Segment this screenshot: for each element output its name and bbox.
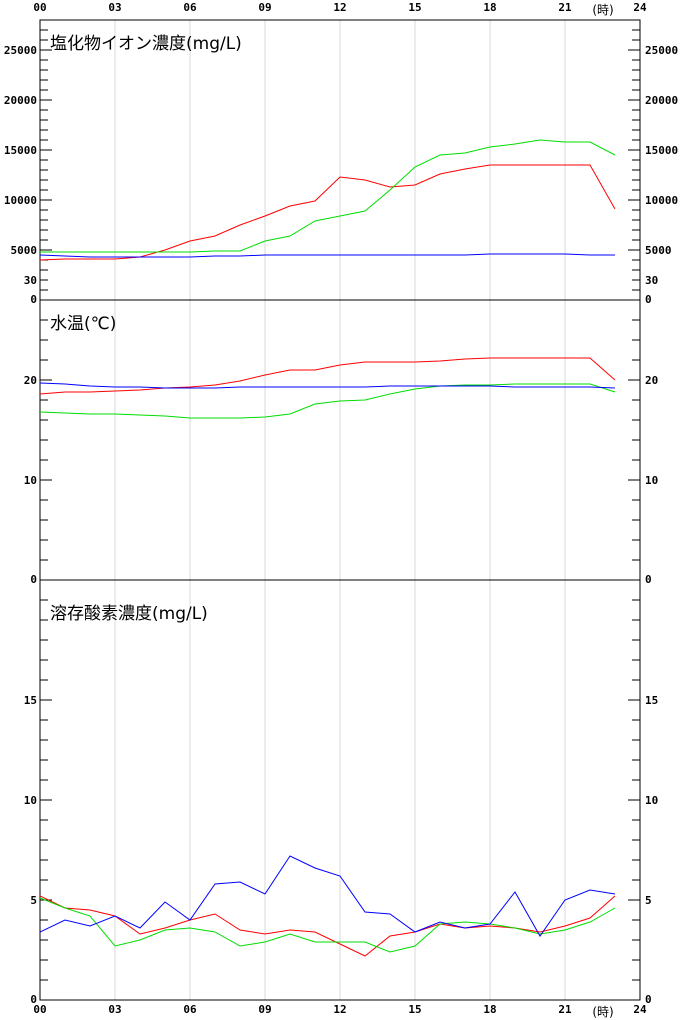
x-tick-label: 15 bbox=[408, 1003, 421, 1016]
x-tick-label: 21 bbox=[558, 1003, 572, 1016]
data-series bbox=[40, 139, 616, 957]
x-tick-label: 00 bbox=[33, 1, 46, 14]
y-tick-label-left: 20000 bbox=[4, 94, 37, 107]
y-tick-label-right: 25000 bbox=[645, 44, 678, 57]
y-tick-label-right: 0 bbox=[645, 993, 652, 1006]
y-tick-label-left: 5 bbox=[30, 894, 37, 907]
dissolved-oxygen-series-line-3 bbox=[40, 855, 616, 937]
x-tick-label: 24 bbox=[633, 1, 647, 14]
dissolved-oxygen-series-line-1 bbox=[40, 895, 616, 957]
y-tick-label-left: 15 bbox=[24, 694, 37, 707]
x-tick-label: 06 bbox=[183, 1, 197, 14]
chloride-panel-title: 塩化物イオン濃度(mg/L) bbox=[50, 34, 242, 54]
chloride-series-line-3 bbox=[40, 253, 615, 258]
y-tick-label-left: 5000 bbox=[11, 244, 38, 257]
water-temp-series-line-1 bbox=[40, 357, 616, 395]
x-tick-label: 12 bbox=[333, 1, 346, 14]
y-tick-label-right: 0 bbox=[645, 293, 652, 306]
y-tick-label-right: 10000 bbox=[645, 194, 678, 207]
y-tick-label-right: 0 bbox=[645, 573, 652, 586]
chloride-series-line-1 bbox=[40, 164, 616, 261]
dissolved-oxygen-series-group bbox=[40, 855, 616, 957]
y-tick-label-left: 10 bbox=[24, 794, 37, 807]
y-tick-label-left: 10 bbox=[24, 474, 37, 487]
x-tick-label: 03 bbox=[108, 1003, 121, 1016]
grid-lines bbox=[114, 20, 566, 1000]
dissolved-oxygen-series-line-2 bbox=[40, 897, 616, 953]
plot-frame bbox=[39, 19, 641, 1001]
x-tick-label: 18 bbox=[483, 1, 496, 14]
x-tick-label: 15 bbox=[408, 1, 421, 14]
y-tick-label-left: 0 bbox=[30, 993, 37, 1006]
y-tick-label-left: 20 bbox=[24, 374, 37, 387]
x-tick-label: 18 bbox=[483, 1003, 496, 1016]
x-tick-label: 12 bbox=[333, 1003, 346, 1016]
x-tick-label: 00 bbox=[33, 1003, 46, 1016]
y-tick-label-left: 30 bbox=[24, 274, 37, 287]
dissolved-oxygen-panel-title: 溶存酸素濃度(mg/L) bbox=[50, 604, 208, 624]
x-tick-label: 24 bbox=[633, 1003, 647, 1016]
x-tick-label: 21 bbox=[558, 1, 572, 14]
y-tick-label-right: 30 bbox=[645, 274, 658, 287]
y-tick-label-left: 25000 bbox=[4, 44, 37, 57]
x-tick-label: 09 bbox=[258, 1003, 271, 1016]
y-tick-label-right: 5000 bbox=[645, 244, 672, 257]
y-tick-label-right: 10 bbox=[645, 474, 658, 487]
y-tick-label-left: 0 bbox=[30, 293, 37, 306]
y-tick-label-left: 15000 bbox=[4, 144, 37, 157]
y-tick-label-right: 5 bbox=[645, 894, 652, 907]
water-temp-series-line-3 bbox=[40, 382, 616, 389]
x-tick-label: 09 bbox=[258, 1, 271, 14]
water-temp-panel-title: 水温(℃) bbox=[50, 314, 116, 334]
y-tick-label-right: 20 bbox=[645, 374, 658, 387]
y-tick-label-right: 10 bbox=[645, 794, 658, 807]
chloride-series-line-2 bbox=[40, 139, 616, 253]
y-tick-label-right: 20000 bbox=[645, 94, 678, 107]
y-tick-label-left: 0 bbox=[30, 573, 37, 586]
y-tick-label-right: 15000 bbox=[645, 144, 678, 157]
water-temp-series-group bbox=[40, 357, 616, 419]
water-temp-series-line-2 bbox=[40, 383, 616, 419]
x-unit-label-top: (時) bbox=[592, 3, 613, 17]
y-tick-label-left: 10000 bbox=[4, 194, 37, 207]
chart-frame bbox=[39, 19, 641, 1001]
y-tick-label-right: 15 bbox=[645, 694, 658, 707]
x-tick-label: 06 bbox=[183, 1003, 197, 1016]
chloride-series-group bbox=[40, 139, 616, 261]
x-tick-label: 03 bbox=[108, 1, 121, 14]
x-unit-label-bottom: (時) bbox=[592, 1005, 613, 1019]
